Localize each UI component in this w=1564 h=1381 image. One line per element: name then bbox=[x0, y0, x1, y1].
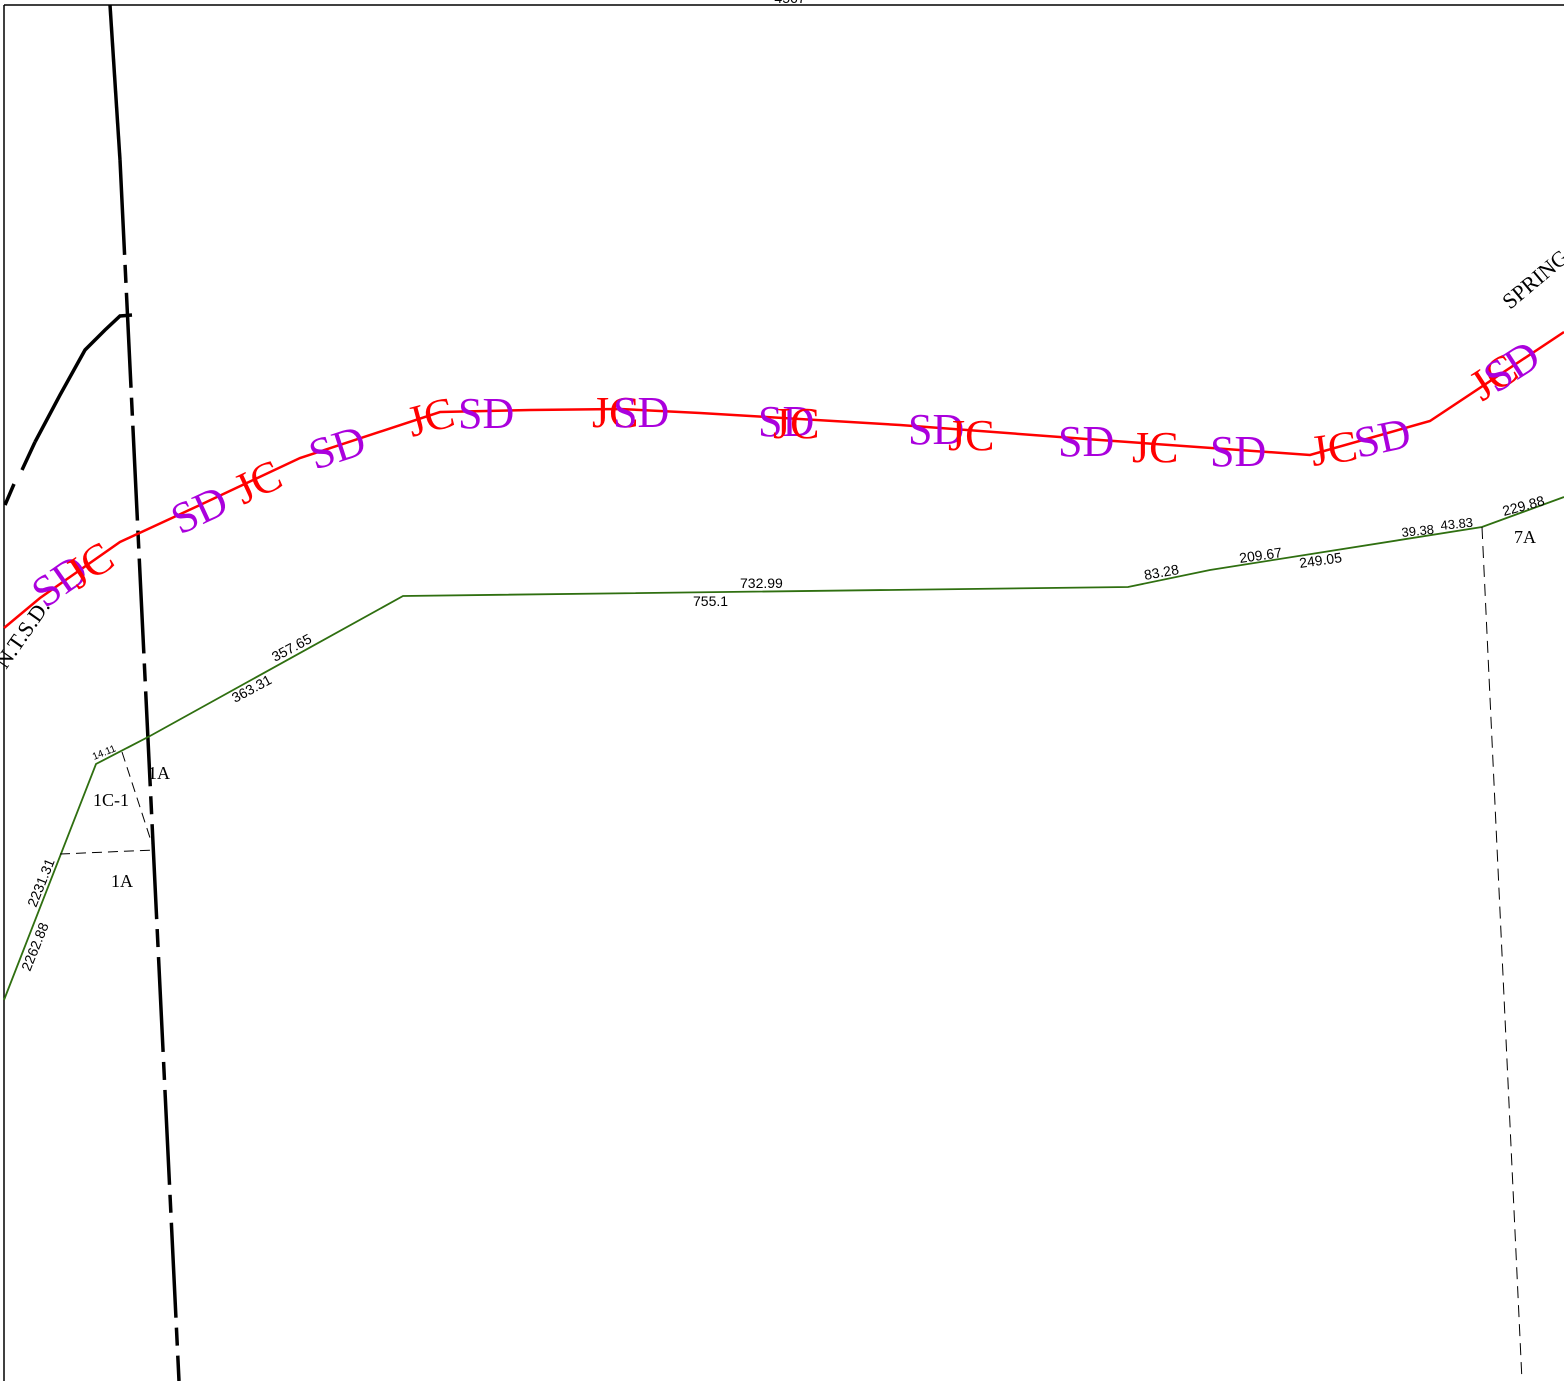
dimension-label: 732.99 bbox=[740, 575, 783, 591]
district-boundary-line bbox=[108, 4, 122, 161]
jc-label: JC bbox=[773, 399, 819, 448]
dimension-label: 2262.88 bbox=[18, 920, 52, 973]
dimension-label: 209.67 bbox=[1238, 544, 1283, 566]
map-top-label: 4567 bbox=[774, 0, 805, 6]
jc-label: JC bbox=[948, 411, 994, 460]
district-boundary-branch bbox=[33, 313, 133, 443]
dimension-label: 249.05 bbox=[1298, 549, 1343, 571]
parcel-division-line bbox=[1481, 526, 1523, 1381]
district-boundary-branch-dashed bbox=[3, 441, 37, 506]
parcel-label-7a: 7A bbox=[1514, 527, 1536, 547]
sd-label: SD bbox=[613, 388, 669, 437]
parcel-label-1a: 1A bbox=[111, 871, 133, 891]
jc-label: JC bbox=[1132, 423, 1178, 472]
sd-label: SD bbox=[1210, 427, 1266, 476]
jc-label: JC bbox=[227, 450, 290, 514]
jc-boundary-line bbox=[3, 330, 1564, 629]
parcel-label-1a: 1A bbox=[148, 763, 170, 783]
sd-label: SD bbox=[303, 416, 372, 480]
sd-label: SD bbox=[164, 476, 236, 544]
dimension-label: 83.28 bbox=[1143, 561, 1180, 583]
dimension-label: 357.65 bbox=[269, 630, 315, 664]
road-label: SPRING bbox=[1497, 244, 1564, 314]
sd-label: SD bbox=[758, 397, 814, 446]
parcel-boundary-line bbox=[3, 496, 1564, 1001]
parcel-division-line bbox=[121, 751, 155, 851]
sd-label: SD bbox=[1350, 408, 1415, 468]
district-boundary-line-dashed bbox=[118, 159, 181, 1381]
dimension-label: 39.38 bbox=[1401, 522, 1435, 540]
parcel-label-1c-1: 1C-1 bbox=[93, 790, 129, 810]
jc-label: JC bbox=[1308, 421, 1361, 476]
sd-label: SD bbox=[908, 405, 964, 454]
sd-label: SD bbox=[1058, 417, 1114, 466]
parcel-division-line bbox=[59, 849, 156, 855]
sd-label: SD bbox=[458, 389, 514, 438]
dimension-label: 43.83 bbox=[1440, 515, 1474, 533]
dimension-label: 363.31 bbox=[229, 671, 275, 705]
dimension-label: 2231.31 bbox=[24, 856, 58, 909]
jc-label: JC bbox=[592, 388, 638, 437]
jc-label: JC bbox=[402, 387, 460, 446]
district-name-label: N.T.S.D. bbox=[0, 595, 55, 673]
district-label-group: SD JC SD JC SD JC SD JC SD SD JC SD JC S… bbox=[23, 331, 1549, 618]
dimension-label: 755.1 bbox=[693, 593, 728, 609]
dimension-label: 229.88 bbox=[1501, 492, 1547, 519]
dimension-label-group: 2262.88 2231.31 14.11 363.31 357.65 732.… bbox=[18, 492, 1546, 973]
